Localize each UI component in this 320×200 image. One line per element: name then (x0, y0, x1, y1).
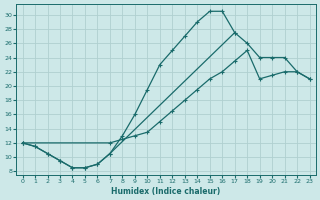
X-axis label: Humidex (Indice chaleur): Humidex (Indice chaleur) (111, 187, 221, 196)
